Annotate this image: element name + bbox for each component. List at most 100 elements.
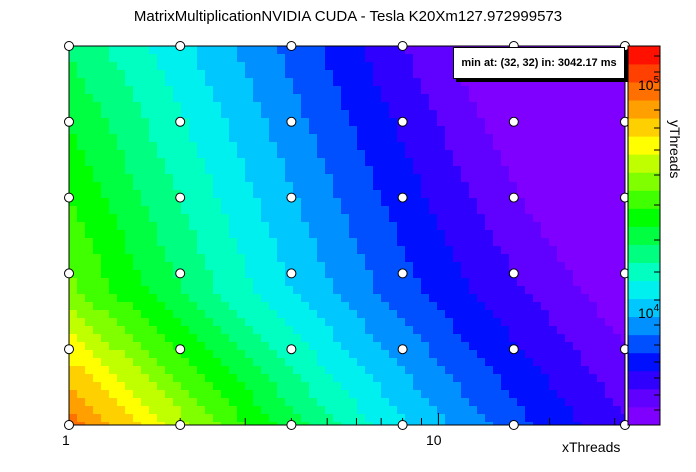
heatmap-cell bbox=[285, 182, 294, 191]
heatmap-cell bbox=[181, 366, 190, 375]
heatmap-cell bbox=[469, 118, 478, 127]
heatmap-cell bbox=[277, 310, 286, 319]
heatmap-cell bbox=[69, 374, 78, 383]
heatmap-cell bbox=[621, 310, 625, 319]
heatmap-cell bbox=[349, 70, 358, 79]
heatmap-cell bbox=[613, 246, 622, 255]
heatmap-cell bbox=[413, 350, 422, 359]
heatmap-cell bbox=[365, 390, 374, 399]
heatmap-cell bbox=[573, 158, 582, 167]
heatmap-cell bbox=[501, 382, 510, 391]
heatmap-cell bbox=[485, 230, 494, 239]
heatmap-cell bbox=[469, 398, 478, 407]
heatmap-cell bbox=[365, 270, 374, 279]
heatmap-cell bbox=[293, 158, 302, 167]
heatmap-cell bbox=[413, 86, 422, 95]
heatmap-cell bbox=[157, 222, 166, 231]
heatmap-cell bbox=[445, 334, 454, 343]
heatmap-cell bbox=[141, 310, 150, 319]
palette-swatch bbox=[628, 208, 660, 227]
heatmap-cell bbox=[77, 158, 86, 167]
heatmap-cell bbox=[229, 302, 238, 311]
heatmap-cell bbox=[165, 326, 174, 335]
heatmap-cell bbox=[565, 374, 574, 383]
heatmap-cell bbox=[149, 46, 158, 55]
heatmap-cell bbox=[557, 398, 566, 407]
heatmap-cell bbox=[437, 102, 446, 111]
heatmap-cell bbox=[557, 390, 566, 399]
heatmap-cell bbox=[285, 334, 294, 343]
heatmap-cell bbox=[309, 206, 318, 215]
heatmap-cell bbox=[109, 374, 118, 383]
heatmap-cell bbox=[333, 358, 342, 367]
heatmap-cell bbox=[245, 270, 254, 279]
heatmap-cell bbox=[501, 198, 510, 207]
heatmap-cell bbox=[421, 310, 430, 319]
heatmap-cell bbox=[245, 94, 254, 103]
heatmap-cell bbox=[357, 86, 366, 95]
heatmap-cell bbox=[301, 190, 310, 199]
heatmap-cell bbox=[269, 334, 278, 343]
heatmap-cell bbox=[565, 262, 574, 271]
heatmap-cell bbox=[189, 390, 198, 399]
heatmap-cell bbox=[261, 406, 270, 415]
heatmap-cell bbox=[589, 150, 598, 159]
heatmap-cell bbox=[533, 278, 542, 287]
heatmap-cell bbox=[453, 222, 462, 231]
heatmap-cell bbox=[125, 382, 134, 391]
heatmap-cell bbox=[565, 350, 574, 359]
heatmap-cell bbox=[621, 78, 625, 87]
heatmap-cell bbox=[69, 286, 78, 295]
heatmap-cell bbox=[285, 86, 294, 95]
heatmap-cell bbox=[93, 142, 102, 151]
heatmap-cell bbox=[237, 166, 246, 175]
heatmap-cell bbox=[493, 286, 502, 295]
heatmap-cell bbox=[261, 166, 270, 175]
heatmap-cell bbox=[525, 390, 534, 399]
heatmap-cell bbox=[165, 254, 174, 263]
heatmap-cell bbox=[557, 86, 566, 95]
heatmap-cell bbox=[589, 94, 598, 103]
heatmap-cell bbox=[397, 366, 406, 375]
heatmap-cell bbox=[285, 230, 294, 239]
heatmap-cell bbox=[597, 230, 606, 239]
heatmap-cell bbox=[197, 286, 206, 295]
heatmap-cell bbox=[125, 254, 134, 263]
heatmap-cell bbox=[197, 198, 206, 207]
heatmap-cell bbox=[589, 414, 598, 423]
heatmap-cell bbox=[245, 78, 254, 87]
heatmap-cell bbox=[181, 342, 190, 351]
heatmap-cell bbox=[469, 190, 478, 199]
heatmap-cell bbox=[429, 406, 438, 415]
heatmap-cell bbox=[69, 54, 78, 63]
heatmap-cell bbox=[589, 334, 598, 343]
heatmap-cell bbox=[365, 302, 374, 311]
heatmap-cell bbox=[189, 150, 198, 159]
heatmap-cell bbox=[565, 142, 574, 151]
heatmap-cell bbox=[93, 326, 102, 335]
heatmap-cell bbox=[501, 174, 510, 183]
heatmap-cell bbox=[341, 342, 350, 351]
heatmap-cell bbox=[173, 230, 182, 239]
heatmap-cell bbox=[493, 382, 502, 391]
heatmap-cell bbox=[357, 270, 366, 279]
heatmap-cell bbox=[445, 206, 454, 215]
heatmap-cell bbox=[229, 390, 238, 399]
heatmap-cell bbox=[93, 94, 102, 103]
heatmap-cell bbox=[357, 374, 366, 383]
heatmap-cell bbox=[245, 302, 254, 311]
heatmap-cell bbox=[405, 382, 414, 391]
heatmap-cell bbox=[589, 358, 598, 367]
heatmap-cell bbox=[493, 390, 502, 399]
heatmap-cell bbox=[205, 230, 214, 239]
heatmap-cell bbox=[101, 230, 110, 239]
heatmap-cell bbox=[213, 318, 222, 327]
heatmap-cell bbox=[325, 142, 334, 151]
heatmap-cell bbox=[213, 70, 222, 79]
heatmap-cell bbox=[93, 230, 102, 239]
heatmap-cell bbox=[525, 158, 534, 167]
heatmap-cell bbox=[277, 126, 286, 135]
heatmap-cell bbox=[165, 158, 174, 167]
heatmap-cell bbox=[117, 262, 126, 271]
heatmap-cell bbox=[589, 406, 598, 415]
